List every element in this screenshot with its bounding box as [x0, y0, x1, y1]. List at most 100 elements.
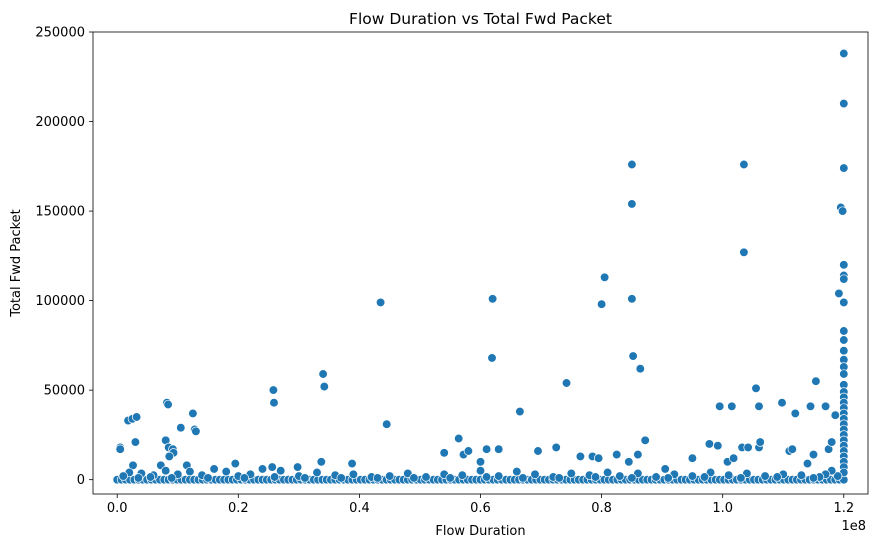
- data-point: [276, 466, 286, 476]
- data-point: [530, 469, 540, 479]
- data-point: [494, 444, 504, 454]
- data-point: [128, 460, 138, 470]
- data-point: [640, 435, 650, 445]
- data-point: [457, 470, 467, 480]
- data-point: [596, 299, 607, 309]
- data-point: [612, 449, 622, 460]
- data-point: [487, 353, 497, 363]
- data-point: [267, 462, 277, 472]
- data-point: [727, 401, 737, 411]
- data-point: [454, 433, 464, 444]
- data-point: [188, 408, 198, 419]
- data-point: [487, 294, 498, 304]
- data-point: [385, 471, 395, 481]
- data-point: [347, 458, 357, 469]
- data-point: [382, 419, 392, 429]
- data-point: [754, 401, 764, 411]
- data-point: [839, 297, 849, 308]
- data-point: [445, 473, 455, 483]
- data-point: [834, 288, 844, 299]
- y-axis: 0 50000 100000 150000 200000 250000: [35, 26, 93, 488]
- data-point: [221, 466, 231, 477]
- x-tick-label: 0.6: [470, 501, 491, 516]
- data-point: [475, 466, 486, 476]
- data-point: [839, 48, 849, 59]
- data-point: [635, 364, 645, 374]
- plot-area: [92, 31, 869, 495]
- data-point: [772, 472, 782, 482]
- data-point: [728, 453, 739, 463]
- data-point: [627, 159, 637, 170]
- x-tick-label: 0.4: [349, 501, 370, 516]
- data-point: [839, 326, 849, 336]
- data-point: [839, 369, 849, 379]
- x-tick-label: 0.8: [591, 501, 612, 516]
- data-point: [512, 466, 522, 477]
- data-point: [481, 472, 492, 482]
- data-point: [292, 462, 303, 472]
- data-point: [421, 472, 431, 482]
- data-point: [176, 423, 186, 433]
- data-point: [161, 466, 171, 476]
- data-point: [787, 444, 797, 454]
- data-point: [191, 426, 201, 436]
- data-point: [736, 473, 746, 483]
- data-point: [316, 457, 326, 467]
- y-tick-label: 100000: [35, 294, 85, 309]
- data-point: [627, 199, 637, 209]
- data-point: [739, 247, 749, 257]
- data-point: [627, 473, 637, 483]
- data-point: [839, 335, 849, 345]
- data-point: [575, 451, 586, 462]
- data-point: [533, 446, 543, 456]
- data-point: [481, 444, 492, 454]
- data-point: [830, 410, 840, 420]
- data-point: [839, 274, 849, 284]
- data-point: [268, 385, 279, 395]
- data-point: [554, 473, 564, 483]
- y-tick-label: 150000: [35, 205, 85, 220]
- data-point: [628, 351, 638, 361]
- data-point: [660, 464, 670, 474]
- data-point: [118, 471, 128, 481]
- data-point: [663, 473, 673, 483]
- data-point: [133, 473, 144, 483]
- data-point: [615, 471, 625, 481]
- data-point: [518, 473, 528, 483]
- data-point: [336, 473, 346, 483]
- x-tick-label: 0.0: [107, 501, 128, 516]
- points-layer: [112, 48, 849, 485]
- data-point: [760, 471, 770, 481]
- data-point: [300, 473, 310, 483]
- data-point: [633, 449, 643, 460]
- data-point: [599, 272, 610, 282]
- data-point: [163, 399, 173, 410]
- data-point: [167, 473, 177, 483]
- data-point: [131, 412, 142, 422]
- data-point: [561, 378, 572, 388]
- y-axis-label: Total Fwd Packet: [9, 209, 24, 318]
- x-tick-label: 0.2: [228, 501, 249, 516]
- data-point: [593, 453, 604, 463]
- data-point: [820, 401, 831, 411]
- y-tick-label: 0: [77, 473, 85, 488]
- data-point: [494, 471, 504, 481]
- x-axis: 0.0 0.2 0.4 0.6 0.8 1.0 1.2: [107, 494, 854, 516]
- data-point: [319, 381, 329, 392]
- data-point: [811, 376, 821, 386]
- y-tick-label: 250000: [35, 26, 85, 41]
- data-point: [704, 439, 715, 449]
- data-point: [312, 467, 322, 478]
- data-point: [808, 449, 819, 460]
- data-point: [409, 473, 419, 483]
- data-point: [839, 98, 849, 109]
- data-point: [755, 437, 765, 447]
- data-point: [257, 464, 268, 474]
- data-point: [590, 472, 601, 482]
- data-point: [203, 473, 213, 483]
- data-point: [833, 471, 843, 481]
- data-point: [651, 472, 661, 482]
- data-point: [743, 442, 753, 453]
- x-axis-offset-label: 1e8: [841, 519, 866, 534]
